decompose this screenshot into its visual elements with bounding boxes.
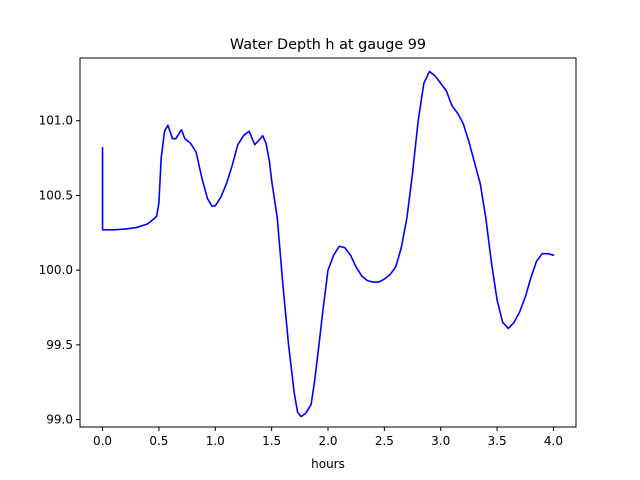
x-tick-label: 0.0	[93, 434, 112, 448]
x-tick-label: 4.0	[544, 434, 563, 448]
x-tick-label: 1.0	[206, 434, 225, 448]
y-axis: 99.0 99.5 100.0 100.5 101.0	[39, 114, 80, 427]
y-tick-label: 100.5	[39, 188, 73, 202]
y-tick-label: 99.0	[46, 413, 73, 427]
x-tick-label: 3.5	[488, 434, 507, 448]
y-tick-label: 99.5	[46, 338, 73, 352]
x-tick-label: 1.5	[262, 434, 281, 448]
y-tick-label: 101.0	[39, 114, 73, 128]
x-tick-label: 0.5	[149, 434, 168, 448]
plot-frame	[79, 57, 577, 428]
x-tick-label: 2.0	[318, 434, 337, 448]
x-tick-label: 3.0	[431, 434, 450, 448]
x-axis: 0.0 0.5 1.0 1.5 2.0 2.5 3.0 3.5 4.0	[93, 427, 563, 448]
chart-title: Water Depth h at gauge 99	[230, 37, 426, 53]
x-axis-label: hours	[311, 457, 345, 471]
plot-area	[101, 70, 555, 418]
series-line-0	[101, 70, 555, 418]
x-tick-label: 2.5	[375, 434, 394, 448]
y-tick-label: 100.0	[39, 263, 73, 277]
